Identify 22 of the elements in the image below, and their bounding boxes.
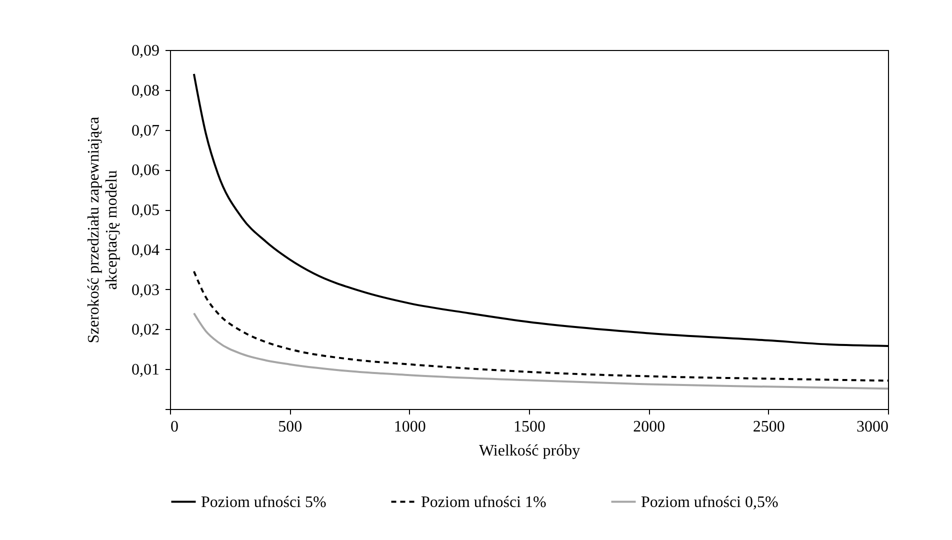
- y-tick-label: 0,06: [132, 162, 160, 180]
- y-tick-label: 0,05: [132, 202, 160, 220]
- y-tick-label: 0,09: [132, 42, 160, 60]
- line-series: [192, 312, 888, 390]
- y-tick-label: 0,08: [132, 82, 160, 100]
- legend-label: Poziom ufności 5%: [201, 494, 326, 511]
- x-tick-label: 2000: [633, 418, 666, 436]
- y-tick-label: 0,07: [132, 122, 160, 140]
- y-tick-label: 0,03: [132, 282, 160, 299]
- y-tick-label: 0,01: [132, 362, 160, 379]
- legend-label: Poziom ufności 0,5%: [641, 494, 778, 511]
- legend-label: Poziom ufności 1%: [421, 494, 546, 511]
- x-axis-title: Wielkość próby: [478, 442, 580, 460]
- x-tick-label: 1500: [514, 418, 546, 436]
- y-tick-label: 0,02: [132, 322, 160, 339]
- x-tick-label: 500: [278, 418, 302, 436]
- x-tick-label: 0: [170, 418, 178, 436]
- x-tick-label: 1000: [394, 418, 426, 436]
- x-tick-label: 3000: [856, 418, 888, 436]
- x-tick-label: 2500: [752, 418, 785, 436]
- y-tick-label: 0,04: [132, 242, 160, 259]
- y-axis-title: Szerokość przedziału zapewniająca akceptację modelu: [86, 116, 120, 344]
